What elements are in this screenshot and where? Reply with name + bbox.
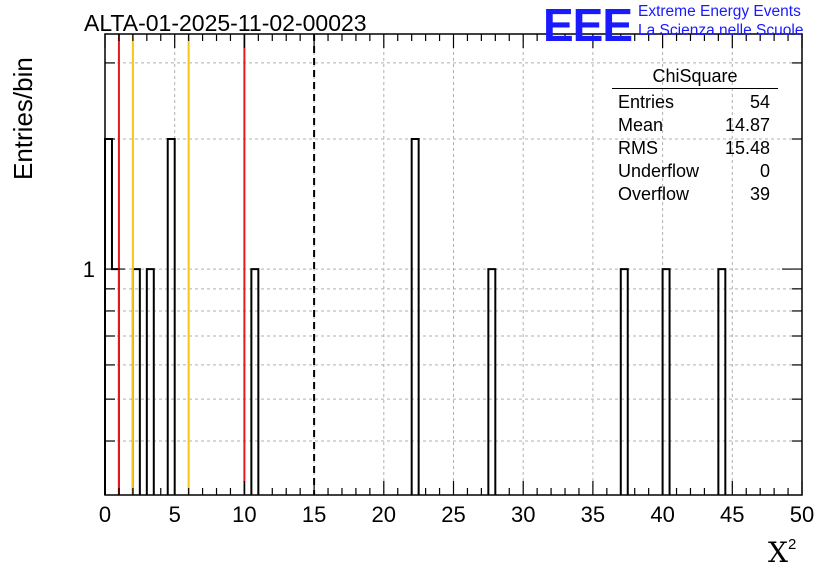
stats-box: ChiSquare Entries 54 Mean 14.87 RMS 15.48 U… bbox=[612, 66, 778, 206]
x-axis-label: X2 bbox=[768, 536, 796, 569]
histogram-bin bbox=[112, 269, 119, 495]
chart-title: ALTA-01-2025-11-02-00023 bbox=[84, 10, 367, 36]
y-axis-label: Entries/bin bbox=[8, 57, 38, 180]
histogram-bin bbox=[147, 269, 154, 495]
eee-logo: EEE bbox=[543, 0, 633, 51]
histogram-bin bbox=[488, 269, 495, 495]
x-tick-label: 30 bbox=[511, 502, 535, 527]
stats-value: 15.48 bbox=[724, 138, 770, 158]
x-tick-label: 40 bbox=[650, 502, 674, 527]
stats-label: Overflow bbox=[618, 184, 690, 204]
x-axis-label-superscript: 2 bbox=[787, 536, 797, 553]
stats-value: 39 bbox=[749, 184, 770, 204]
x-tick-label: 25 bbox=[441, 502, 465, 527]
stats-row-overflow: Overflow 39 bbox=[612, 183, 778, 206]
histogram-bin bbox=[718, 269, 725, 495]
x-tick-label: 50 bbox=[790, 502, 814, 527]
histogram-bin bbox=[621, 269, 628, 495]
stats-row-entries: Entries 54 bbox=[612, 91, 778, 114]
stats-title: ChiSquare bbox=[612, 66, 778, 89]
histogram-bin bbox=[663, 269, 670, 495]
histogram-bin bbox=[412, 139, 419, 495]
stats-value: 54 bbox=[749, 92, 770, 112]
logo-line-2: La Scienza nelle Scuole bbox=[638, 22, 804, 39]
x-tick-label: 0 bbox=[99, 502, 111, 527]
x-tick-label: 5 bbox=[169, 502, 181, 527]
stats-row-mean: Mean 14.87 bbox=[612, 114, 778, 137]
histogram-bin bbox=[168, 139, 175, 495]
stats-row-underflow: Underflow 0 bbox=[612, 160, 778, 183]
x-axis-label-base: X bbox=[768, 536, 788, 569]
x-tick-label: 10 bbox=[232, 502, 256, 527]
stats-label: Entries bbox=[618, 92, 675, 112]
logo-line-1: Extreme Energy Events bbox=[638, 3, 801, 20]
stats-label: Underflow bbox=[618, 161, 700, 181]
x-tick-label: 20 bbox=[372, 502, 396, 527]
stats-label: Mean bbox=[618, 115, 664, 135]
x-tick-label: 15 bbox=[302, 502, 326, 527]
histogram-bin bbox=[133, 269, 140, 495]
stats-value: 14.87 bbox=[724, 115, 770, 135]
histogram-bin bbox=[251, 269, 258, 495]
x-tick-label: 45 bbox=[720, 502, 744, 527]
stats-row-rms: RMS 15.48 bbox=[612, 137, 778, 160]
x-tick-label: 35 bbox=[581, 502, 605, 527]
stats-value: 0 bbox=[759, 161, 770, 181]
histogram-bars bbox=[104, 138, 727, 495]
stats-label: RMS bbox=[618, 138, 658, 158]
y-tick-label: 1 bbox=[83, 257, 95, 282]
